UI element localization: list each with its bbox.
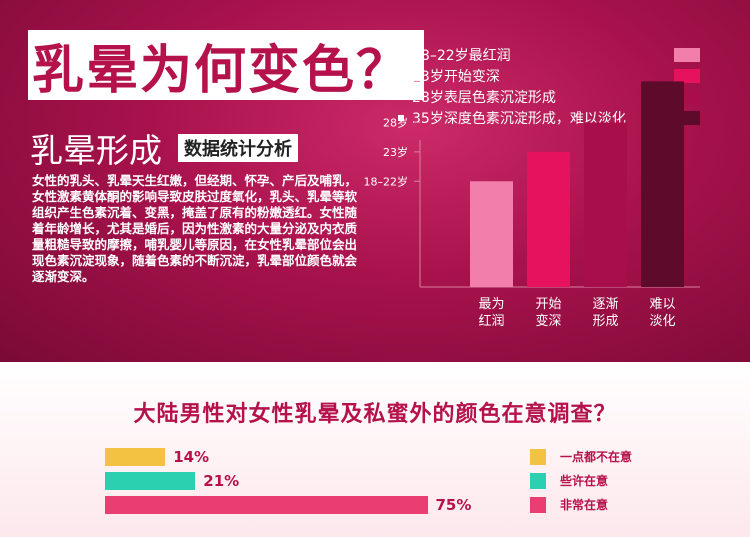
survey-value-label: 21% [203,472,240,490]
survey-legend-label: 一点都不在意 [560,450,633,464]
y-tick-label: 28岁 [383,116,408,130]
y-tick-label: 18–22岁 [364,174,409,188]
bar [641,81,684,287]
x-tick-label: 最为 [478,297,504,312]
bar [470,181,513,287]
bar [527,151,570,287]
survey-value-label: 14% [173,448,210,466]
analysis-tag: 数据统计分析 [178,134,298,162]
survey-legend-label: 些许在意 [560,474,609,488]
bullet-icon [398,114,404,121]
x-tick-label: 淡化 [649,314,675,329]
x-tick-label: 逐渐 [592,297,618,312]
legend-label: 18–22岁最红润 [412,47,511,64]
legend-swatch [674,68,700,83]
y-tick-label: 35岁 [383,74,408,88]
bullet-icon [398,51,404,58]
survey-bar [105,472,196,490]
legend-label: 28岁表层色素沉淀形成 [412,89,556,106]
legend-item: 18–22岁最红润 [398,44,700,65]
bullet-icon [398,72,404,79]
x-tick-label: 形成 [592,314,618,329]
bar [584,122,627,287]
survey-title: 大陆男性对女性乳晕及私蜜外的颜色在意调查？ [133,402,617,427]
survey-value-label: 75% [435,496,472,514]
legend-label: 23岁开始变深 [412,68,500,85]
x-tick-label: 难以 [649,297,675,312]
survey-bar [105,448,166,466]
survey-legend-item: 些许在意 [530,472,608,489]
legend-item: 23岁开始变深 [398,65,700,86]
age-legend: 18–22岁最红润 23岁开始变深 28岁表层色素沉淀形成 35岁深度色素沉淀形… [398,44,700,128]
section-subtitle: 乳晕形成 [30,131,162,170]
survey-legend-item: 一点都不在意 [530,448,632,465]
survey-legend-swatch [530,496,546,513]
survey-legend-swatch [530,448,546,465]
y-tick-label: 23岁 [383,145,408,159]
survey-legend-label: 非常在意 [560,498,609,512]
page-title: 乳晕为何变色？ [28,30,425,101]
x-tick-label: 红润 [478,313,504,329]
bullet-icon [398,93,404,100]
x-tick-label: 开始 [535,297,561,312]
description-paragraph: 女性的乳头、乳晕天生红嫩，但经期、怀孕、产后及哺乳，女性激素黄体酮的影响导致皮肤… [32,173,358,284]
survey-legend-item: 非常在意 [530,496,608,513]
legend-label: 35岁深度色素沉淀形成，难以淡化 [412,110,626,127]
legend-swatch [674,47,700,62]
survey-legend-swatch [530,472,546,489]
survey-bar [105,496,428,514]
x-tick-label: 变深 [535,313,561,329]
